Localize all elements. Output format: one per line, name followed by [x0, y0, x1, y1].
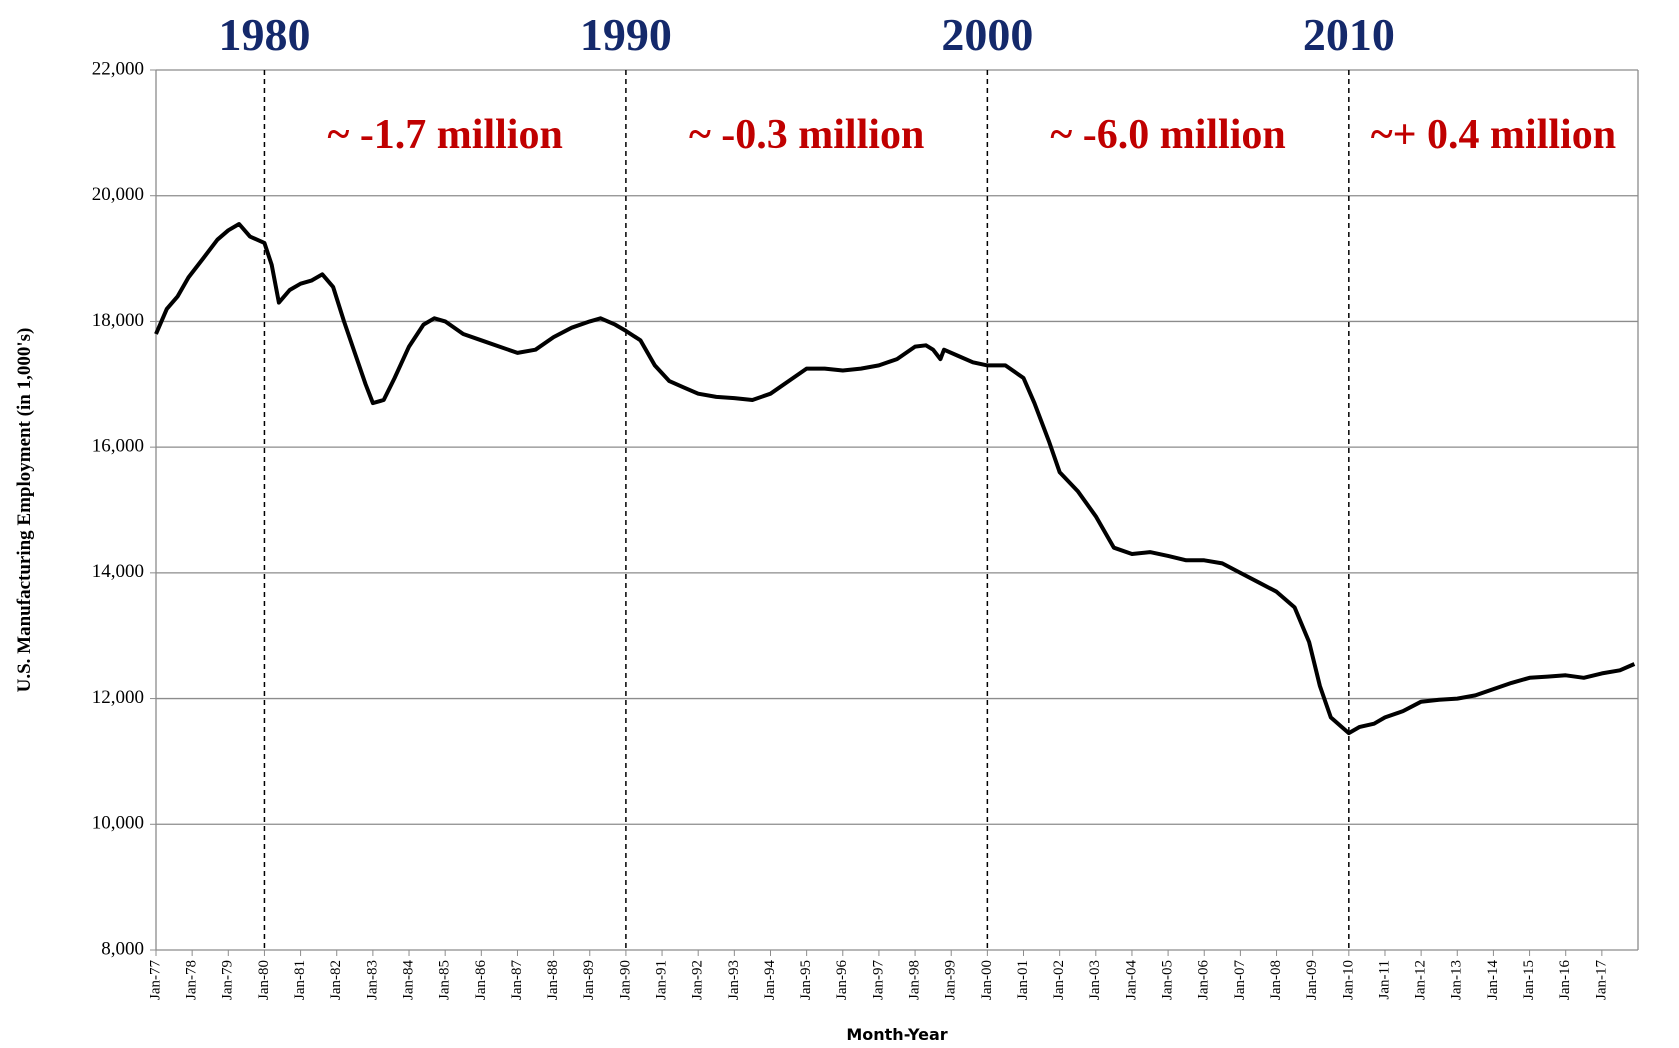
x-tick-label: Jan-08 [1268, 960, 1284, 1000]
decade-label: 1980 [218, 9, 310, 60]
x-tick-label: Jan-79 [220, 960, 236, 1000]
x-tick-label: Jan-07 [1232, 960, 1248, 1000]
annotation: ~ -1.7 million [327, 112, 562, 158]
x-tick-label: Jan-83 [364, 960, 380, 1000]
x-tick-label: Jan-97 [870, 960, 886, 1000]
x-tick-label: Jan-14 [1485, 960, 1501, 1000]
x-tick-label: Jan-02 [1051, 960, 1067, 1000]
y-tick-label: 20,000 [92, 184, 144, 205]
x-tick-label: Jan-81 [292, 960, 308, 1000]
x-tick-label: Jan-16 [1557, 960, 1573, 1000]
y-tick-label: 12,000 [92, 687, 144, 708]
x-tick-label: Jan-04 [1123, 960, 1139, 1000]
x-tick-label: Jan-98 [907, 960, 923, 1000]
x-tick-label: Jan-15 [1521, 960, 1537, 1000]
y-tick-label: 22,000 [92, 58, 144, 79]
decade-label: 1990 [580, 9, 672, 60]
x-tick-label: Jan-78 [184, 960, 200, 1000]
x-tick-label: Jan-11 [1376, 960, 1392, 999]
y-tick-label: 18,000 [92, 310, 144, 331]
y-tick-label: 14,000 [92, 561, 144, 582]
x-tick-label: Jan-94 [762, 960, 778, 1000]
decade-label: 2000 [941, 9, 1033, 60]
x-tick-label: Jan-84 [400, 960, 416, 1000]
annotation: ~ -6.0 million [1050, 112, 1285, 158]
x-tick-label: Jan-92 [690, 960, 706, 1000]
x-tick-label: Jan-10 [1340, 960, 1356, 1000]
y-tick-label: 10,000 [92, 813, 144, 834]
y-axis-title: U.S. Manufacturing Employment (in 1,000'… [14, 328, 35, 693]
x-tick-label: Jan-86 [473, 960, 489, 1000]
x-tick-label: Jan-91 [653, 960, 669, 1000]
y-tick-label: 16,000 [92, 436, 144, 457]
x-tick-label: Jan-13 [1449, 960, 1465, 1000]
x-tick-label: Jan-90 [617, 960, 633, 1000]
x-tick-label: Jan-01 [1015, 960, 1031, 1000]
x-tick-label: Jan-89 [581, 960, 597, 1000]
x-tick-label: Jan-95 [798, 960, 814, 1000]
decade-label: 2010 [1303, 9, 1395, 60]
x-tick-label: Jan-85 [437, 960, 453, 1000]
x-axis-title: Month-Year [846, 1025, 947, 1044]
x-tick-label: Jan-93 [726, 960, 742, 1000]
x-tick-label: Jan-96 [834, 960, 850, 1000]
x-tick-label: Jan-00 [979, 960, 995, 1000]
x-tick-label: Jan-09 [1304, 960, 1320, 1000]
annotation: ~ -0.3 million [689, 112, 924, 158]
x-tick-label: Jan-12 [1413, 960, 1429, 1000]
y-tick-label: 8,000 [101, 938, 144, 959]
x-tick-label: Jan-06 [1196, 960, 1212, 1000]
x-tick-label: Jan-87 [509, 960, 525, 1000]
x-tick-label: Jan-88 [545, 960, 561, 1000]
x-tick-label: Jan-17 [1593, 960, 1609, 1000]
annotation: ~+ 0.4 million [1371, 112, 1616, 158]
x-tick-label: Jan-82 [328, 960, 344, 1000]
x-tick-label: Jan-77 [147, 960, 163, 1000]
data-line [154, 222, 1636, 736]
x-tick-label: Jan-03 [1087, 960, 1103, 1000]
x-tick-label: Jan-80 [256, 960, 272, 1000]
x-tick-label: Jan-99 [943, 960, 959, 1000]
x-tick-label: Jan-05 [1160, 960, 1176, 1000]
